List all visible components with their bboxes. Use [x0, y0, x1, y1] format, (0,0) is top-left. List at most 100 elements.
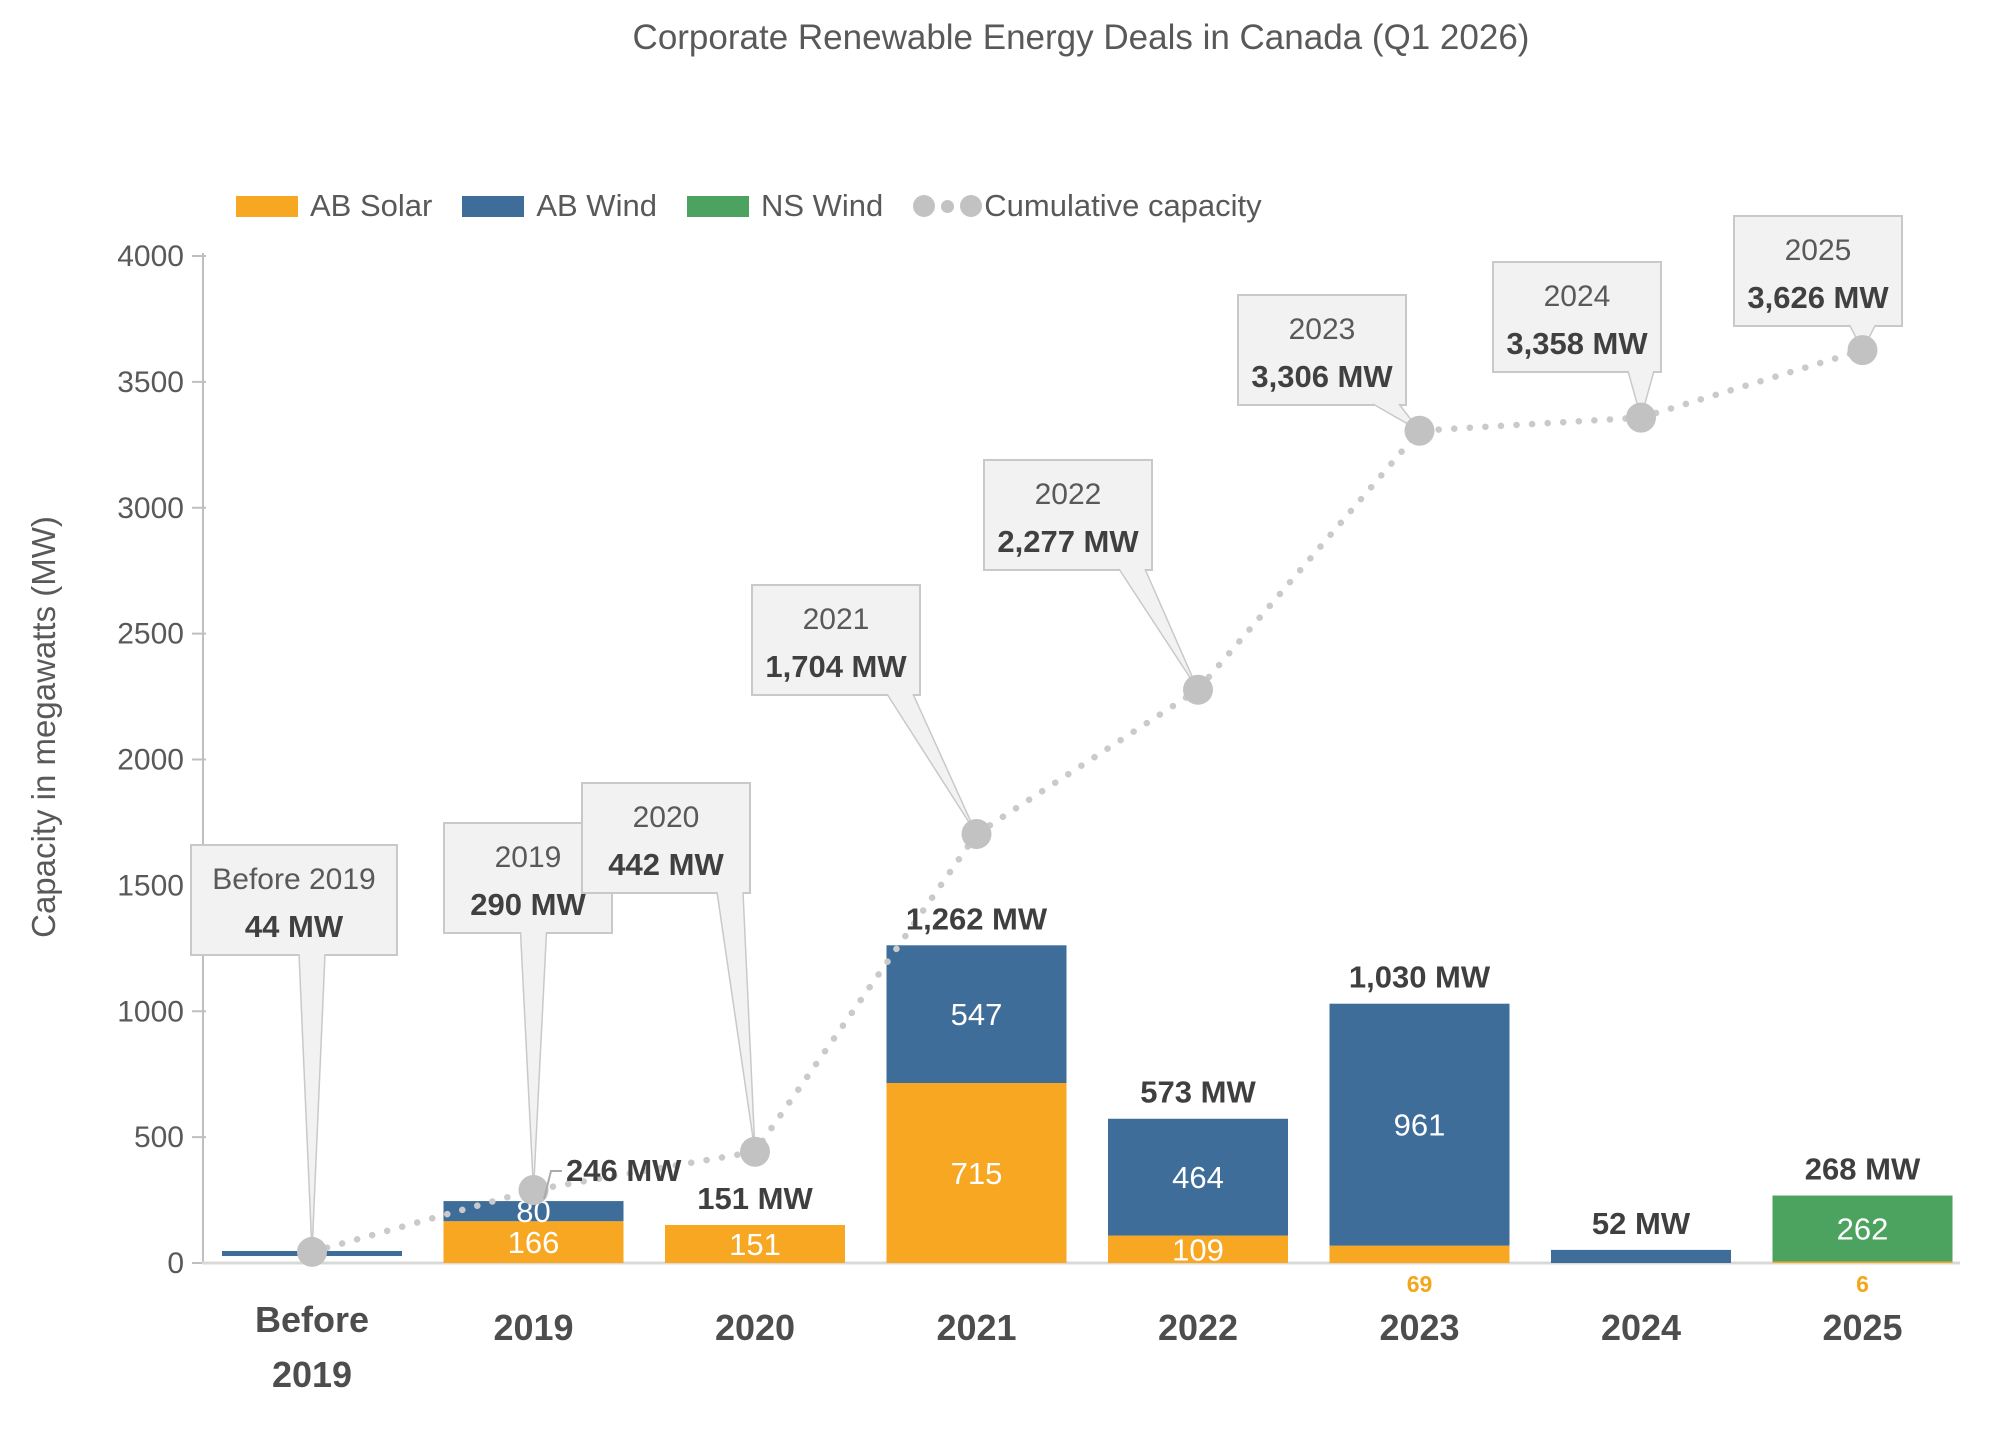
callout-box — [1492, 261, 1662, 373]
callout-tail — [520, 932, 547, 1190]
bar-segment-ns-wind-2025[interactable] — [1772, 1195, 1953, 1262]
y-axis-tick-label: 1000 — [117, 995, 184, 1028]
cumulative-callout-before-2019: Before 2019 44 MW — [190, 844, 398, 1252]
cumulative-point-2019[interactable] — [518, 1174, 549, 1205]
callout-value-label: 442 MW — [608, 847, 724, 882]
callout-year-label: Before 2019 — [212, 863, 375, 896]
bar-segment-ab-wind-2019[interactable] — [443, 1201, 624, 1222]
bar-segment-value-label: 715 — [951, 1156, 1003, 1191]
legend-line-marker-icon — [913, 195, 983, 217]
callout-year-label: 2023 — [1289, 313, 1356, 346]
bar-segment-ab-wind-2021[interactable] — [886, 945, 1067, 1083]
bar-total-label: 1,030 MW — [1349, 960, 1491, 995]
bar-segment-ab-solar-2019[interactable] — [443, 1221, 624, 1263]
callout-box — [983, 459, 1153, 571]
bar-total-label: 573 MW — [1140, 1075, 1256, 1110]
x-axis-category-label: 2020 — [715, 1307, 795, 1348]
callout-value-label: 3,358 MW — [1506, 326, 1648, 361]
callout-value-label: 44 MW — [245, 909, 344, 944]
y-axis-tick-label: 2000 — [117, 744, 184, 777]
bar-segment-ab-solar-2020[interactable] — [665, 1224, 845, 1263]
legend-item-cumulative-capacity[interactable]: Cumulative capacity — [883, 188, 1262, 224]
bar-segment-ab-wind-2022[interactable] — [1108, 1118, 1288, 1236]
x-axis-category-label: 2023 — [1379, 1307, 1459, 1348]
cumulative-point-2021[interactable] — [961, 819, 992, 850]
cumulative-callout-2020: 2020 442 MW — [581, 782, 756, 1152]
cumulative-point-before-2019[interactable] — [297, 1236, 327, 1267]
y-axis-tick-label: 2500 — [117, 618, 184, 651]
y-axis-tick-label: 1500 — [117, 869, 184, 902]
callout-value-label: 1,704 MW — [765, 649, 907, 684]
bar-segment-ab-solar-2021[interactable] — [886, 1082, 1067, 1263]
y-axis-tick-label: 3000 — [117, 492, 184, 525]
callout-box — [190, 844, 398, 956]
x-axis-category-label: 2019 — [272, 1354, 352, 1395]
callout-box — [1733, 215, 1903, 327]
callout-year-label: 2020 — [633, 801, 700, 834]
x-axis-category-label: 2024 — [1601, 1307, 1681, 1348]
below-axis-value-label: 69 — [1407, 1271, 1433, 1297]
x-axis-category-label: 2022 — [1158, 1307, 1238, 1348]
legend-item-ns-wind[interactable]: NS Wind — [686, 188, 884, 224]
callout-year-label: 2019 — [495, 841, 562, 874]
total-label-leader — [543, 1170, 562, 1200]
bar-total-label: 52 MW — [1592, 1206, 1691, 1241]
legend-item-label: AB Solar — [310, 188, 433, 223]
legend-item-label: AB Wind — [536, 188, 657, 223]
bar-segment-value-label: 464 — [1172, 1160, 1224, 1195]
bar-segment-value-label: 262 — [1837, 1212, 1889, 1247]
callout-year-label: 2025 — [1785, 234, 1852, 267]
callout-value-label: 3,626 MW — [1747, 280, 1889, 315]
bar-segment-value-label: 109 — [1172, 1232, 1224, 1267]
x-axis-category-label: 2021 — [936, 1307, 1016, 1348]
bar-segment-value-label: 547 — [951, 997, 1003, 1032]
legend-swatch-icon — [236, 195, 298, 217]
bar-segment-ab-solar-2022[interactable] — [1108, 1235, 1288, 1263]
bar-total-label: 246 MW — [566, 1153, 682, 1188]
bar-segment-value-label: 961 — [1394, 1108, 1446, 1143]
y-axis-tick-label: 0 — [167, 1247, 184, 1280]
below-axis-value-label: 6 — [1856, 1271, 1869, 1297]
callout-box — [1237, 294, 1407, 406]
bar-segment-ab-solar-2025[interactable] — [1772, 1261, 1953, 1263]
callout-value-label: 2,277 MW — [997, 524, 1139, 559]
cumulative-point-2024[interactable] — [1626, 402, 1656, 433]
cumulative-point-2020[interactable] — [740, 1136, 770, 1167]
bar-segment-value-label: 166 — [508, 1225, 560, 1260]
cumulative-callout-2025: 2025 3,626 MW — [1733, 215, 1903, 352]
callout-tail — [1628, 371, 1654, 418]
cumulative-point-2022[interactable] — [1183, 674, 1213, 705]
legend-item-label: Cumulative capacity — [984, 188, 1262, 223]
legend-swatch-icon — [462, 195, 525, 217]
cumulative-callout-2023: 2023 3,306 MW — [1237, 294, 1421, 432]
cumulative-callout-2024: 2024 3,358 MW — [1492, 261, 1662, 421]
cumulative-line — [308, 346, 1866, 1256]
legend-marker-dot — [941, 199, 955, 213]
cumulative-callout-2022: 2022 2,277 MW — [983, 459, 1199, 691]
legend-item-ab-wind[interactable]: AB Wind — [462, 188, 657, 224]
callout-value-label: 290 MW — [470, 887, 586, 922]
x-axis-category-label: 2019 — [493, 1307, 573, 1348]
y-axis-tick-label: 3500 — [117, 366, 184, 399]
cumulative-callout-2021: 2021 1,704 MW — [751, 584, 978, 835]
callout-value-label: 3,306 MW — [1251, 359, 1393, 394]
bar-segment-ab-solar-2023[interactable] — [1329, 1245, 1510, 1263]
x-axis-category-label: 2025 — [1822, 1307, 1902, 1348]
bar-segment-ab-wind-2023[interactable] — [1329, 1003, 1510, 1246]
callout-tail — [299, 954, 325, 1252]
callout-year-label: 2021 — [803, 603, 870, 636]
callout-year-label: 2022 — [1035, 478, 1102, 511]
bar-segment-ab-wind-2024[interactable] — [1551, 1249, 1731, 1263]
y-axis-tick-label: 4000 — [117, 240, 184, 273]
legend: AB Solar AB Wind NS Wind Cumulative capacit… — [236, 188, 1262, 224]
legend-marker-dot — [913, 195, 936, 217]
cumulative-point-2025[interactable] — [1847, 335, 1878, 366]
cumulative-point-2023[interactable] — [1404, 415, 1435, 446]
legend-item-ab-solar[interactable]: AB Solar — [236, 188, 432, 224]
y-axis-title: Capacity in megawatts (MW) — [25, 516, 62, 938]
callout-box — [751, 584, 921, 696]
legend-swatch-icon — [686, 195, 749, 217]
legend-item-label: NS Wind — [760, 188, 884, 223]
